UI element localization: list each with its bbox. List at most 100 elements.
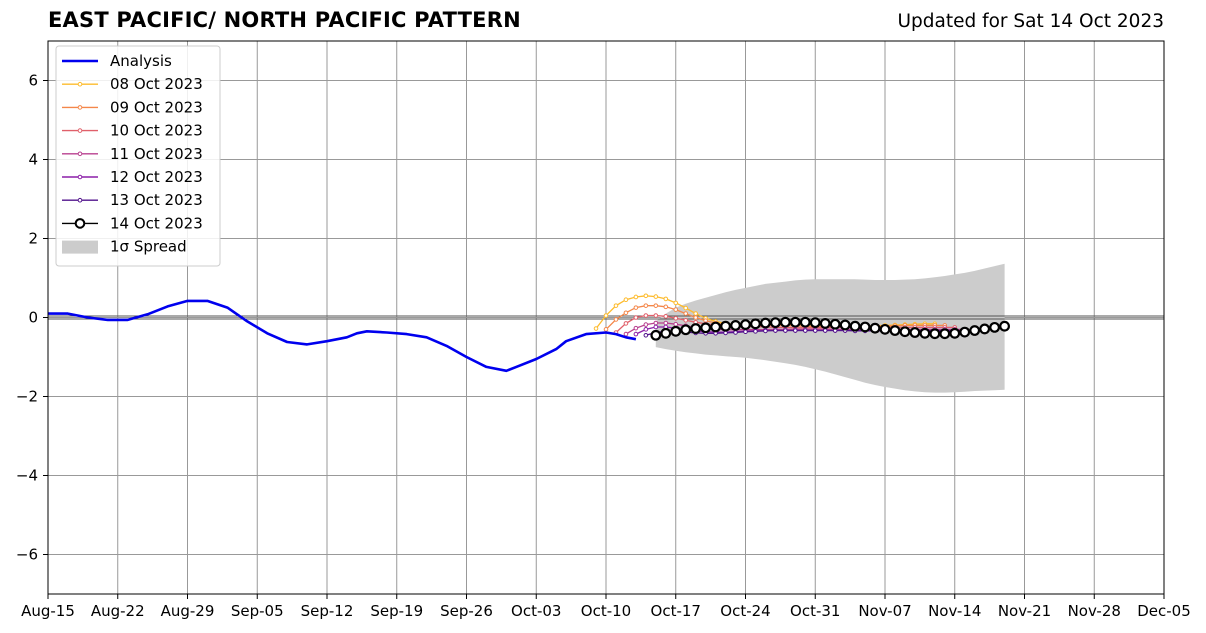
data-point: [802, 328, 808, 333]
legend-entry: 08 Oct 2023: [62, 75, 203, 93]
data-point: [979, 323, 991, 335]
data-point: [593, 326, 599, 331]
legend-label: Analysis: [110, 52, 172, 70]
data-point: [700, 322, 712, 334]
data-point: [643, 313, 649, 318]
data-point: [999, 320, 1010, 332]
data-point: [623, 321, 629, 326]
data-point: [849, 320, 861, 332]
data-point: [653, 324, 659, 330]
data-point: [660, 327, 672, 339]
data-point: [879, 323, 891, 335]
legend-label: 13 Oct 2023: [110, 191, 203, 209]
data-point: [909, 327, 921, 338]
legend-label: 09 Oct 2023: [110, 98, 203, 116]
data-point: [663, 314, 669, 319]
x-tick-label: Nov-07: [858, 602, 911, 620]
series-lines: [48, 293, 1010, 373]
data-point: [753, 329, 758, 334]
data-point: [789, 316, 801, 328]
data-point: [673, 321, 679, 327]
data-point: [769, 317, 781, 329]
data-point: [693, 311, 698, 316]
data-point: [839, 319, 851, 331]
data-point: [683, 311, 689, 316]
x-tick-label: Nov-28: [1068, 602, 1121, 620]
data-point: [899, 326, 911, 338]
data-point: [673, 315, 679, 321]
data-point: [653, 320, 659, 326]
legend-swatch: [62, 240, 98, 254]
legend-label: 11 Oct 2023: [110, 145, 203, 163]
data-point: [653, 303, 659, 308]
legend-box: [55, 45, 221, 267]
data-point: [683, 317, 689, 323]
data-point: [919, 327, 931, 339]
data-point: [969, 325, 981, 336]
x-axis-ticks: Aug-15 Aug-22 Aug-29 Sep-05 Sep-12 Sep-19 Sep-…: [21, 594, 1191, 620]
x-tick-label: Sep-12: [301, 602, 354, 620]
legend-marker: [77, 128, 83, 133]
legend-label: 12 Oct 2023: [110, 168, 203, 186]
data-point: [673, 307, 679, 312]
data-point: [603, 327, 609, 332]
legend-marker: [77, 174, 83, 180]
legend-entry: 11 Oct 2023: [62, 145, 203, 163]
data-point: [643, 332, 649, 338]
data-point: [949, 327, 961, 339]
data-point: [663, 320, 669, 326]
data-point: [819, 318, 831, 329]
legend-label: 08 Oct 2023: [110, 75, 203, 93]
data-point: [683, 305, 689, 311]
y-tick-label: −4: [16, 467, 38, 485]
data-point: [663, 296, 669, 302]
y-tick-label: 0: [28, 309, 38, 327]
data-point: [603, 313, 609, 318]
data-point: [989, 321, 1001, 333]
data-point: [643, 322, 649, 327]
data-point: [673, 300, 679, 306]
legend-entry: 13 Oct 2023: [62, 191, 203, 209]
chart-title: EAST PACIFIC/ NORTH PACIFIC PATTERN: [48, 8, 521, 32]
legend-entry: 10 Oct 2023: [62, 122, 203, 140]
data-point: [869, 322, 881, 334]
chart-updated-date: Updated for Sat 14 Oct 2023: [897, 11, 1164, 32]
x-tick-label: Sep-19: [370, 602, 423, 620]
data-point: [720, 320, 731, 332]
x-tick-label: Aug-29: [161, 602, 215, 620]
y-tick-label: 6: [28, 72, 38, 90]
legend-label: 10 Oct 2023: [110, 122, 203, 140]
x-tick-label: Oct-17: [651, 602, 701, 620]
data-point: [763, 328, 768, 334]
data-point: [643, 303, 649, 308]
data-point: [623, 331, 629, 337]
data-point: [643, 293, 649, 299]
x-tick-label: Aug-15: [21, 602, 75, 620]
data-point: [743, 329, 748, 335]
data-point: [740, 319, 751, 331]
legend-entry: Analysis: [62, 52, 172, 70]
data-point: [653, 294, 659, 299]
legend-entry: 1σ Spread: [62, 238, 187, 256]
data-point: [633, 325, 639, 331]
legend-marker: [77, 105, 83, 110]
data-point: [613, 317, 619, 322]
legend: Analysis 08 Oct 2023 09 Oct 2023 10 Oct 202…: [55, 45, 221, 267]
y-tick-label: −6: [16, 546, 38, 564]
x-tick-label: Nov-14: [928, 602, 981, 620]
data-point: [670, 325, 682, 337]
data-point: [613, 303, 619, 308]
data-point: [889, 325, 901, 336]
x-tick-label: Oct-24: [720, 602, 770, 620]
x-tick-label: Dec-05: [1137, 602, 1191, 620]
data-point: [650, 329, 662, 341]
data-point: [643, 327, 649, 332]
legend-label: 14 Oct 2023: [110, 214, 203, 232]
data-point: [733, 330, 738, 335]
data-point: [812, 328, 818, 333]
data-point: [959, 326, 971, 338]
y-tick-label: 4: [28, 151, 38, 169]
data-point: [663, 304, 669, 310]
data-point: [680, 324, 692, 336]
x-tick-label: Oct-03: [511, 602, 561, 620]
